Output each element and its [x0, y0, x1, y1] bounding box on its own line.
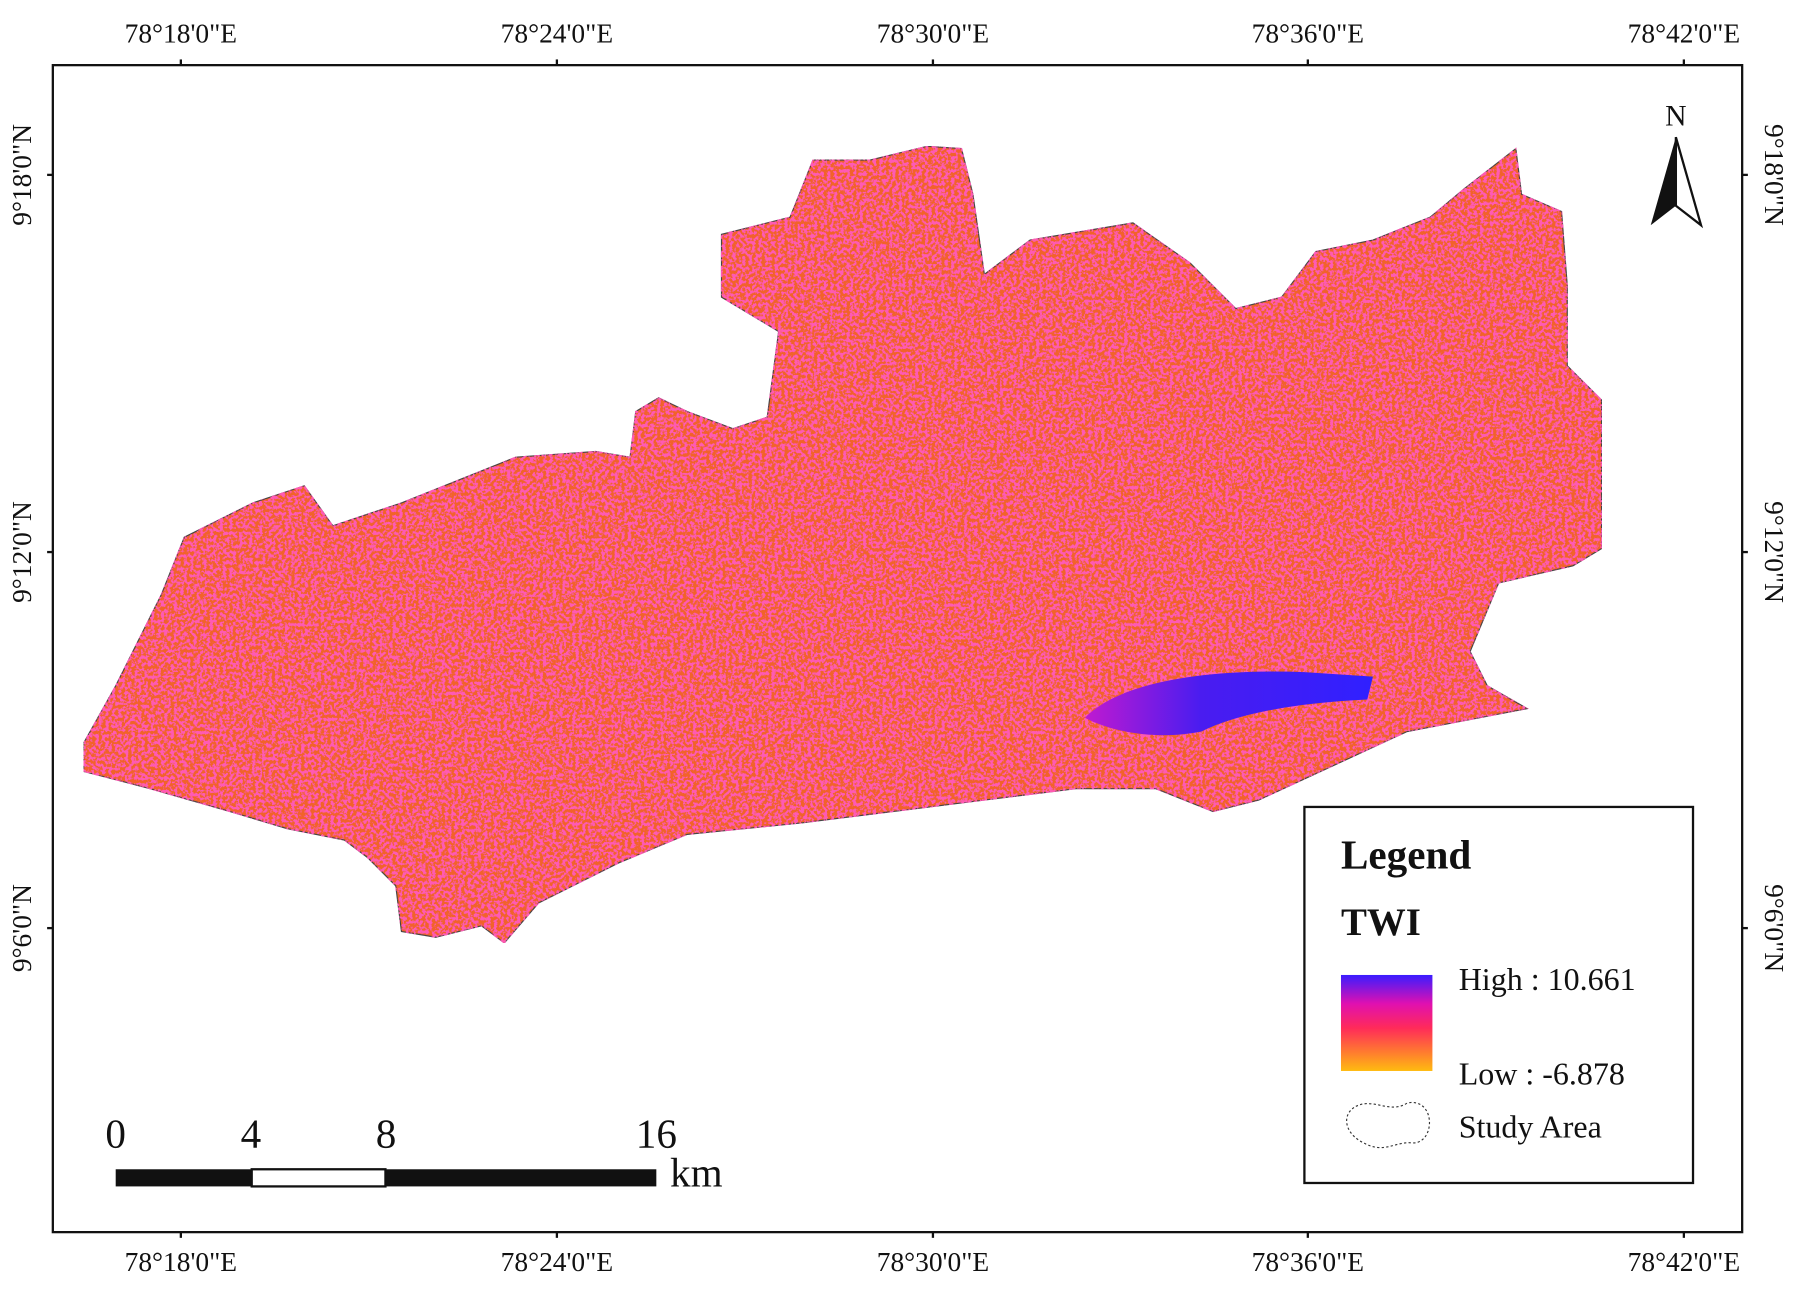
legend-low: Low : -6.878	[1459, 1056, 1625, 1092]
lake	[1084, 671, 1373, 736]
lon-label: 78°36'0"E	[1252, 18, 1364, 48]
lat-label: 9°6'0"N	[1759, 884, 1789, 972]
lon-label: 78°24'0"E	[501, 18, 613, 48]
north-arrow: N	[1650, 101, 1704, 229]
study-area	[83, 145, 1603, 944]
lon-label: 78°42'0"E	[1628, 1247, 1740, 1277]
scale-unit: km	[670, 1149, 723, 1195]
scale-segment	[115, 1169, 252, 1187]
lon-label: 78°24'0"E	[501, 1247, 613, 1277]
scale-label: 0	[105, 1111, 126, 1157]
legend-study-area: Study Area	[1459, 1108, 1602, 1144]
lat-label: 9°18'0"N	[7, 124, 37, 226]
scale-label: 4	[241, 1111, 262, 1157]
legend-title: Legend	[1341, 832, 1471, 878]
legend-ramp	[1340, 974, 1433, 1071]
lon-label: 78°36'0"E	[1252, 1247, 1364, 1277]
lat-label: 9°12'0"N	[7, 501, 37, 603]
lon-label: 78°42'0"E	[1628, 18, 1740, 48]
north-label: N	[1665, 101, 1686, 133]
lon-label: 78°18'0"E	[125, 18, 237, 48]
legend-area-icon	[1346, 1102, 1430, 1149]
lat-label: 9°6'0"N	[7, 884, 37, 972]
scale-segment	[385, 1169, 657, 1187]
lon-label: 78°30'0"E	[877, 18, 989, 48]
lon-label: 78°18'0"E	[125, 1247, 237, 1277]
map-frame	[51, 64, 1744, 1234]
legend-high: High : 10.661	[1459, 961, 1636, 997]
scale-segment	[250, 1168, 387, 1188]
scale-label: 8	[376, 1111, 397, 1157]
lat-label: 9°18'0"N	[1759, 124, 1789, 226]
legend-layer: TWI	[1341, 901, 1421, 944]
lon-label: 78°30'0"E	[877, 1247, 989, 1277]
lat-label: 9°12'0"N	[1759, 501, 1789, 603]
scale-label: 16	[636, 1111, 677, 1157]
